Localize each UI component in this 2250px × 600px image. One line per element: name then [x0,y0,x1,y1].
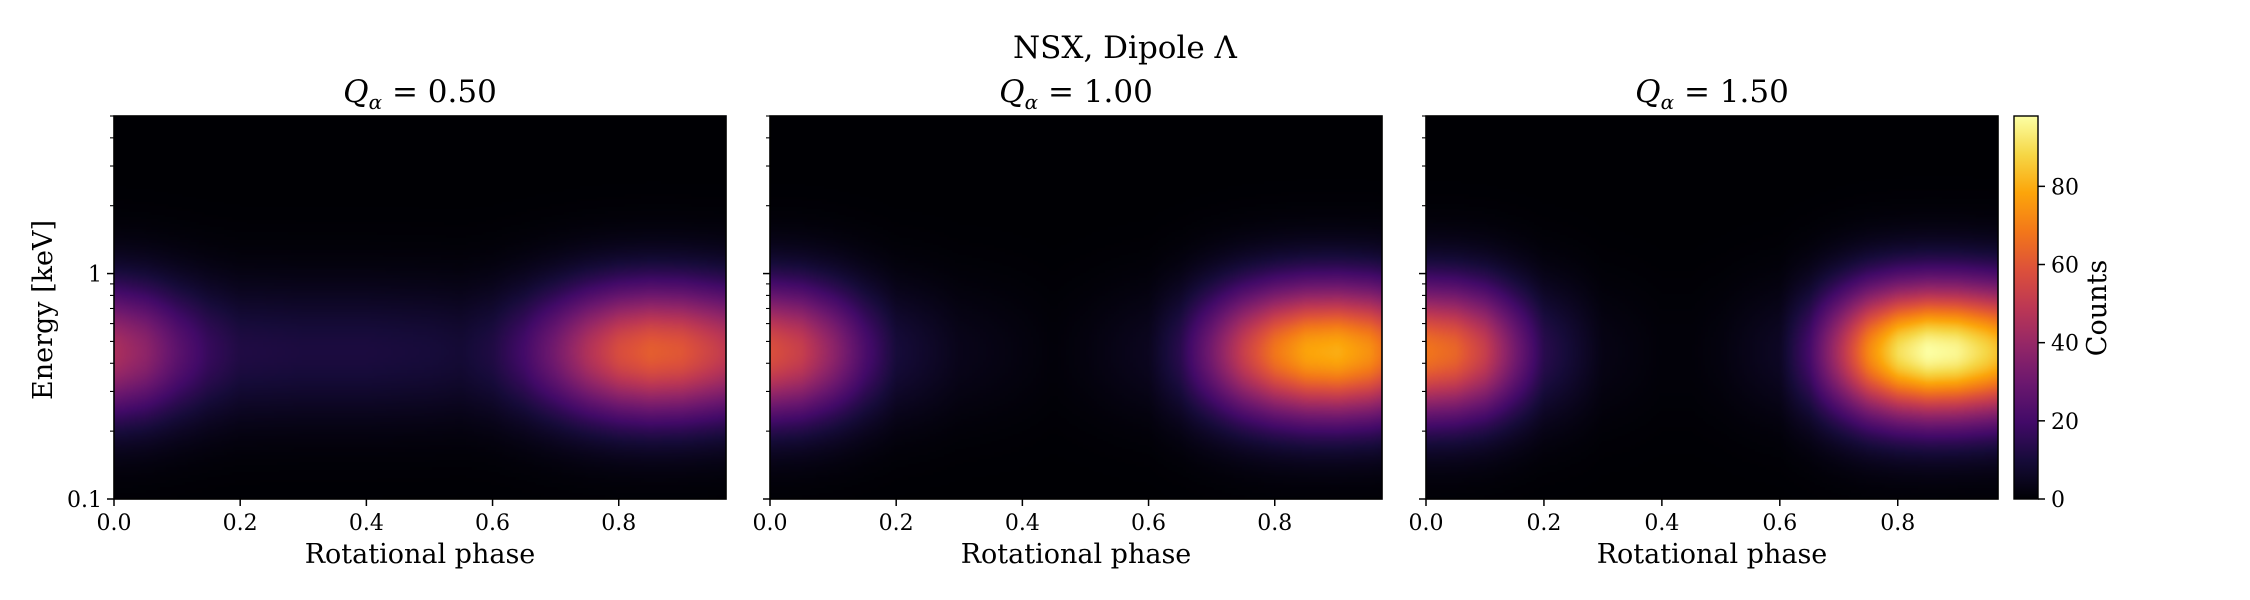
colorbar-tick-label: 0 [2051,488,2065,513]
x-tick-label: 0.4 [1005,511,1040,536]
x-tick-label: 0.8 [601,511,636,536]
colorbar: 0 20 40 60 80 Counts [2013,115,2113,513]
panel-3-title: Qα = 1.50 [1635,74,1789,114]
colorbar-frame [2013,115,2039,500]
x-tick-label: 0.2 [879,511,914,536]
panel-3: Qα = 1.50 0.0 0.2 0.4 0.6 0.8 Rotational pha… [1409,74,1999,570]
x-tick-label: 0.4 [1644,511,1679,536]
panel-1-frame [113,115,727,500]
panel-1-x-ticks: 0.0 0.2 0.4 0.6 0.8 [97,499,636,536]
panel-1: Qα = 0.50 0.0 0.2 0.4 0.6 0.8 0.11 Rotationa… [67,74,727,570]
panel-1-title: Qα = 0.50 [343,74,497,114]
colorbar-fill [2014,116,2038,499]
colorbar-tick-label: 60 [2051,254,2079,279]
panel-2-title: Qα = 1.00 [999,74,1153,114]
colorbar-label: Counts [2082,260,2113,356]
figure-title: NSX, Dipole Λ [1013,30,1238,66]
panel-1-x-axis-label: Rotational phase [305,539,536,570]
panel-2-frame [769,115,1383,500]
x-tick-label: 0.6 [1762,511,1797,536]
panel-2-x-ticks: 0.0 0.2 0.4 0.6 0.8 [753,499,1292,536]
y-tick-label: 1 [88,263,102,288]
x-tick-label: 0.6 [1131,511,1166,536]
x-tick-label: 0.8 [1257,511,1292,536]
x-tick-label: 0.0 [97,511,132,536]
colorbar-tick-label: 80 [2051,175,2079,200]
x-tick-label: 0.2 [223,511,258,536]
panel-1-y-ticks: 0.11 [67,115,114,513]
x-tick-label: 0.8 [1880,511,1915,536]
panel-3-y-ticks [1419,115,1426,500]
x-tick-label: 0.2 [1526,511,1561,536]
panel-3-frame [1425,115,1999,500]
panel-3-heatmap [1426,116,1998,499]
x-tick-label: 0.0 [1409,511,1444,536]
x-tick-label: 0.4 [349,511,384,536]
x-tick-label: 0.6 [475,511,510,536]
panel-2-y-ticks [763,115,770,500]
y-axis-label: Energy [keV] [28,220,59,400]
panel-2-heatmap [770,116,1382,499]
panel-1-heatmap [114,116,726,499]
panel-2-x-axis-label: Rotational phase [961,539,1192,570]
colorbar-tick-label: 40 [2051,332,2079,357]
panel-2: Qα = 1.00 0.0 0.2 0.4 0.6 0.8 Rotational pha… [753,74,1383,570]
panel-3-x-ticks: 0.0 0.2 0.4 0.6 0.8 [1409,499,1915,536]
y-tick-label: 0.1 [67,488,102,513]
colorbar-ticks: 0 20 40 60 80 [2038,175,2079,513]
colorbar-tick-label: 20 [2051,410,2079,435]
panel-3-x-axis-label: Rotational phase [1597,539,1828,570]
x-tick-label: 0.0 [753,511,788,536]
